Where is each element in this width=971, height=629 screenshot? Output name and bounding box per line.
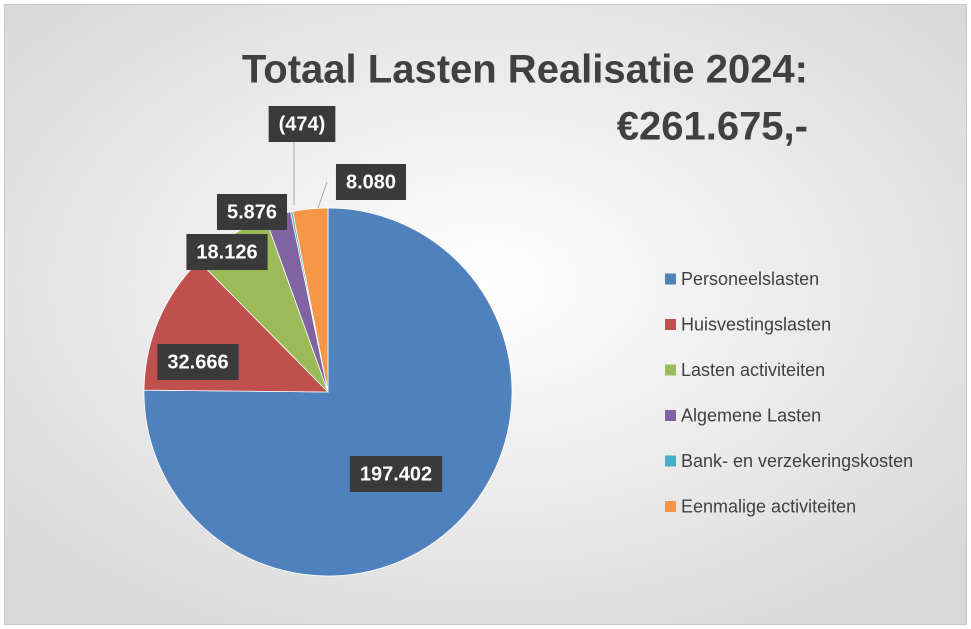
legend-label: Bank- en verzekeringskosten [681,451,913,471]
data-label-box [186,234,268,270]
data-label: 197.402 [360,463,432,485]
legend-swatch [665,501,676,512]
legend-label: Lasten activiteiten [681,360,825,380]
legend-swatch [665,410,676,421]
legend-swatch [665,273,676,285]
data-label: 5.876 [227,201,277,223]
pie-slice [292,207,329,393]
legend-swatch [665,319,676,330]
leader-line [317,181,328,209]
data-label-box [157,344,239,380]
data-label: 18.126 [196,241,257,263]
data-label: 32.666 [167,351,228,373]
data-label-box [268,106,336,142]
legend-label: Eenmalige activiteiten [681,496,856,516]
legend-label: Personeelslasten [681,269,819,289]
data-label: (474) [279,113,326,135]
legend-swatch [665,364,676,376]
legend-swatch [665,455,676,467]
data-label-box [349,456,443,492]
data-label: 8.080 [346,171,396,193]
data-label-box [335,164,407,200]
legend-label: Huisvestingslasten [681,314,831,334]
chart-title: Totaal Lasten Realisatie 2024: [242,48,808,92]
chart-title: €261.675,- [617,105,808,149]
legend-label: Algemene Lasten [681,405,821,425]
data-label-box [216,194,288,230]
